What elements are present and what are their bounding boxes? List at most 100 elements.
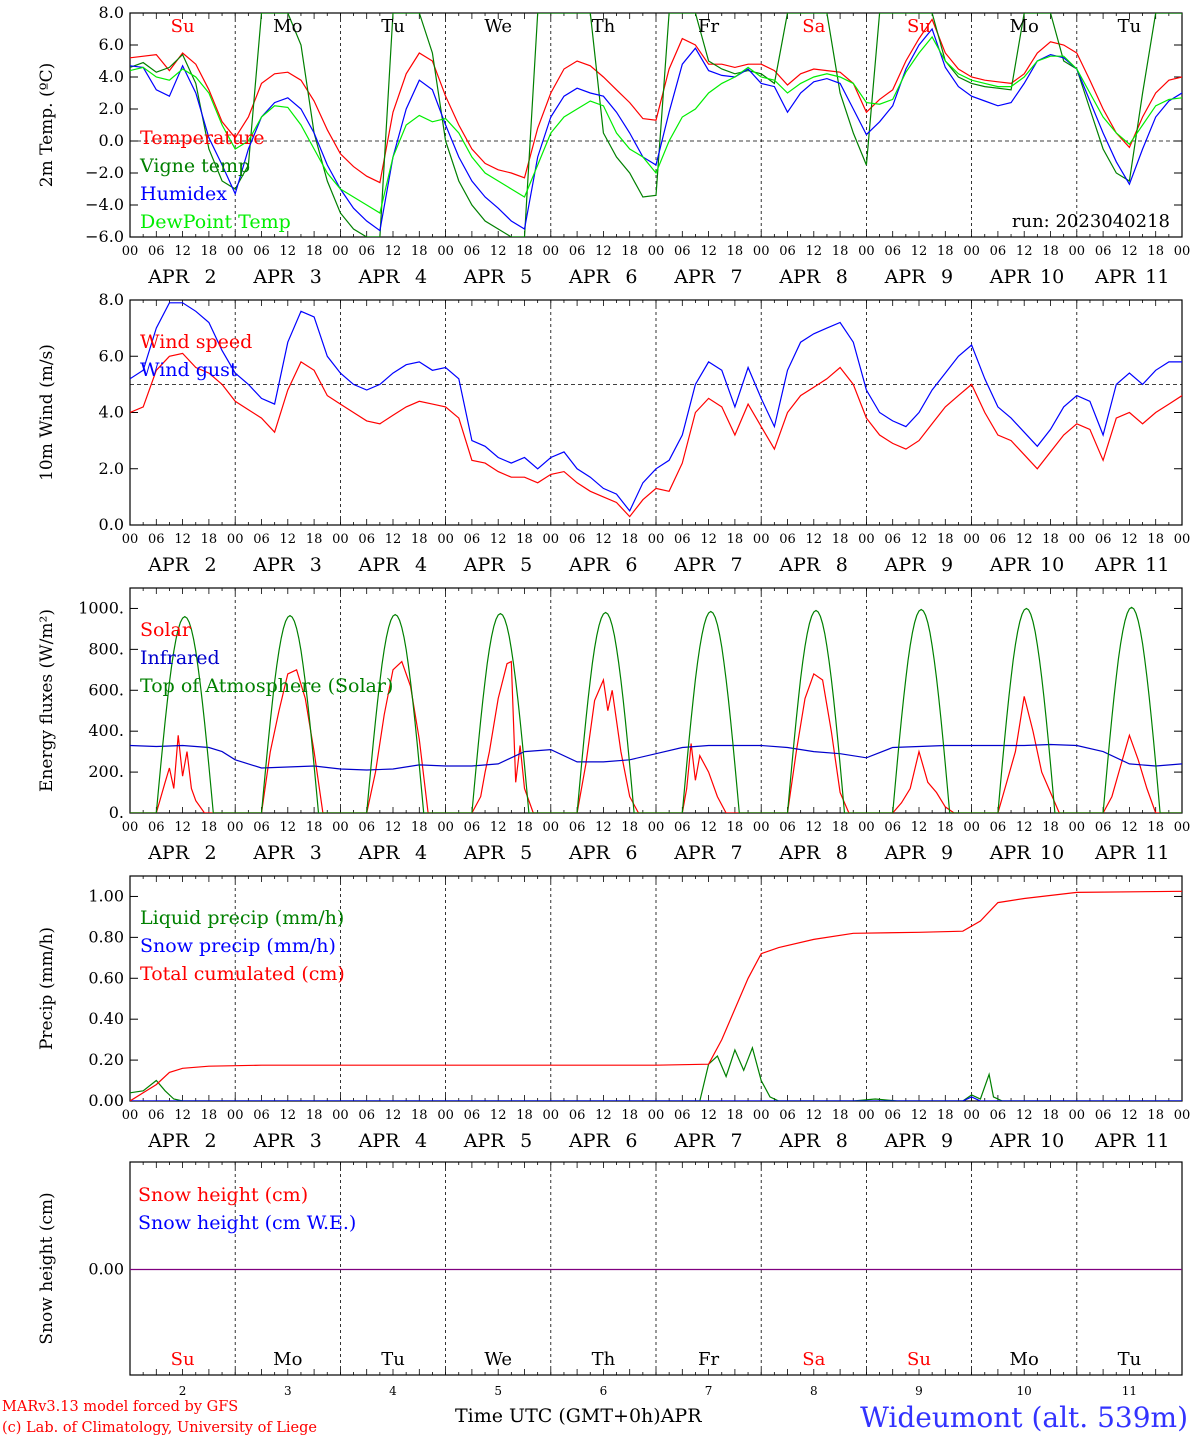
hour-label-temp-12: 12 — [174, 244, 191, 259]
weekday-top-2: Tu — [381, 16, 405, 37]
weekday-top-3: We — [484, 16, 512, 37]
weekday-top-7: Su — [907, 16, 931, 37]
hour-label-energy-234: 18 — [1147, 820, 1164, 835]
hour-label-temp-114: 18 — [621, 244, 638, 259]
hour-label-wind-36: 12 — [280, 532, 297, 547]
hour-label-temp-96: 00 — [543, 244, 560, 259]
hour-label-energy-24: 00 — [227, 820, 244, 835]
hour-label-temp-6: 06 — [148, 244, 165, 259]
legend-entry-precip-0: Liquid precip (mm/h) — [140, 907, 344, 929]
hour-label-temp-240: 00 — [1174, 244, 1191, 259]
date-label-energy-4: 6 — [625, 842, 637, 864]
hour-label-wind-84: 12 — [490, 532, 507, 547]
legend-entry-temp-3: DewPoint Temp — [140, 211, 291, 233]
hour-label-energy-132: 12 — [700, 820, 717, 835]
hour-label-wind-108: 12 — [595, 532, 612, 547]
y-tick-label-temp-7: −6.0 — [85, 227, 124, 246]
date-label-temp-0: 2 — [205, 266, 217, 288]
hour-label-energy-84: 12 — [490, 820, 507, 835]
hour-label-energy-228: 12 — [1121, 820, 1138, 835]
hour-label-energy-120: 00 — [648, 820, 665, 835]
hour-label-precip-210: 18 — [1042, 1108, 1059, 1123]
date-label-energy-0: 2 — [205, 842, 217, 864]
date-label-precip-5: 7 — [731, 1130, 743, 1152]
hour-label-temp-132: 12 — [700, 244, 717, 259]
date-label-energy-1: 3 — [310, 842, 322, 864]
month-label-energy-8: APR — [989, 842, 1032, 864]
hour-label-wind-0: 00 — [122, 532, 139, 547]
hour-label-temp-90: 18 — [516, 244, 533, 259]
date-bottom-2: 4 — [389, 1384, 397, 1398]
hour-label-wind-222: 06 — [1095, 532, 1112, 547]
hour-label-temp-54: 06 — [358, 244, 375, 259]
hour-label-precip-198: 06 — [990, 1108, 1007, 1123]
y-axis-label-snow: Snow height (cm) — [37, 1192, 57, 1344]
hour-label-precip-192: 00 — [963, 1108, 980, 1123]
model-credit-line2: (c) Lab. of Climatology, University of L… — [2, 1420, 317, 1436]
date-label-temp-8: 10 — [1040, 266, 1064, 288]
hour-label-precip-234: 18 — [1147, 1108, 1164, 1123]
date-label-precip-6: 8 — [836, 1130, 848, 1152]
date-label-wind-9: 11 — [1145, 554, 1169, 576]
hour-label-temp-168: 00 — [858, 244, 875, 259]
month-label-precip-1: APR — [252, 1130, 295, 1152]
hour-label-energy-12: 12 — [174, 820, 191, 835]
y-tick-label-temp-0: 8.0 — [99, 3, 124, 22]
weekday-top-6: Sa — [802, 16, 825, 37]
hour-label-temp-78: 06 — [464, 244, 481, 259]
series-line-energy-1 — [130, 743, 1182, 771]
month-label-energy-3: APR — [463, 842, 506, 864]
legend-entry-energy-2: Top of Atmosphere (Solar) — [140, 675, 393, 697]
date-bottom-4: 6 — [600, 1384, 608, 1398]
series-line-energy-2 — [130, 606, 1182, 813]
legend-entry-energy-0: Solar — [140, 619, 192, 641]
date-label-wind-4: 6 — [625, 554, 637, 576]
panel-frame-energy — [129, 587, 1183, 814]
date-label-energy-2: 4 — [415, 842, 427, 864]
month-label-wind-6: APR — [778, 554, 821, 576]
series-line-temp-2 — [130, 27, 1182, 232]
hour-label-energy-192: 00 — [963, 820, 980, 835]
month-label-wind-2: APR — [358, 554, 401, 576]
hour-label-precip-90: 18 — [516, 1108, 533, 1123]
hour-label-wind-114: 18 — [621, 532, 638, 547]
hour-label-temp-222: 06 — [1095, 244, 1112, 259]
date-bottom-8: 10 — [1017, 1384, 1032, 1398]
hour-label-temp-162: 18 — [832, 244, 849, 259]
hour-label-energy-144: 00 — [753, 820, 770, 835]
hour-label-energy-150: 06 — [779, 820, 796, 835]
hour-label-wind-186: 18 — [937, 532, 954, 547]
date-label-energy-5: 7 — [731, 842, 743, 864]
date-label-temp-5: 7 — [731, 266, 743, 288]
month-label-precip-0: APR — [147, 1130, 190, 1152]
hour-label-precip-162: 18 — [832, 1108, 849, 1123]
y-tick-label-snow: 0.00 — [88, 1260, 124, 1279]
panel-frame-wind — [129, 299, 1183, 526]
y-axis-label-energy: Energy fluxes (W/m²) — [37, 609, 57, 792]
legend-entry-energy-1: Infrared — [140, 647, 220, 669]
weekday-bottom-5: Fr — [698, 1349, 719, 1370]
date-bottom-9: 11 — [1122, 1384, 1137, 1398]
hour-label-energy-72: 00 — [437, 820, 454, 835]
y-tick-label-wind-1: 6.0 — [99, 346, 124, 365]
hour-label-energy-102: 06 — [569, 820, 586, 835]
hour-label-temp-150: 06 — [779, 244, 796, 259]
month-label-precip-3: APR — [463, 1130, 506, 1152]
hour-label-wind-30: 06 — [253, 532, 270, 547]
y-tick-label-energy-5: 0. — [109, 803, 124, 822]
hour-label-temp-84: 12 — [490, 244, 507, 259]
hour-label-wind-6: 06 — [148, 532, 165, 547]
y-axis-label-precip: Precip (mm/h) — [37, 927, 57, 1050]
series-line-precip-0 — [130, 1045, 1182, 1101]
hour-label-temp-60: 12 — [385, 244, 402, 259]
hour-label-wind-48: 00 — [332, 532, 349, 547]
series-line-temp-1 — [130, 13, 1182, 237]
hour-label-precip-222: 06 — [1095, 1108, 1112, 1123]
hour-label-energy-168: 00 — [858, 820, 875, 835]
hour-label-precip-72: 00 — [437, 1108, 454, 1123]
hour-label-wind-198: 06 — [990, 532, 1007, 547]
hour-label-wind-174: 06 — [884, 532, 901, 547]
month-label-wind-3: APR — [463, 554, 506, 576]
date-label-precip-1: 3 — [310, 1130, 322, 1152]
